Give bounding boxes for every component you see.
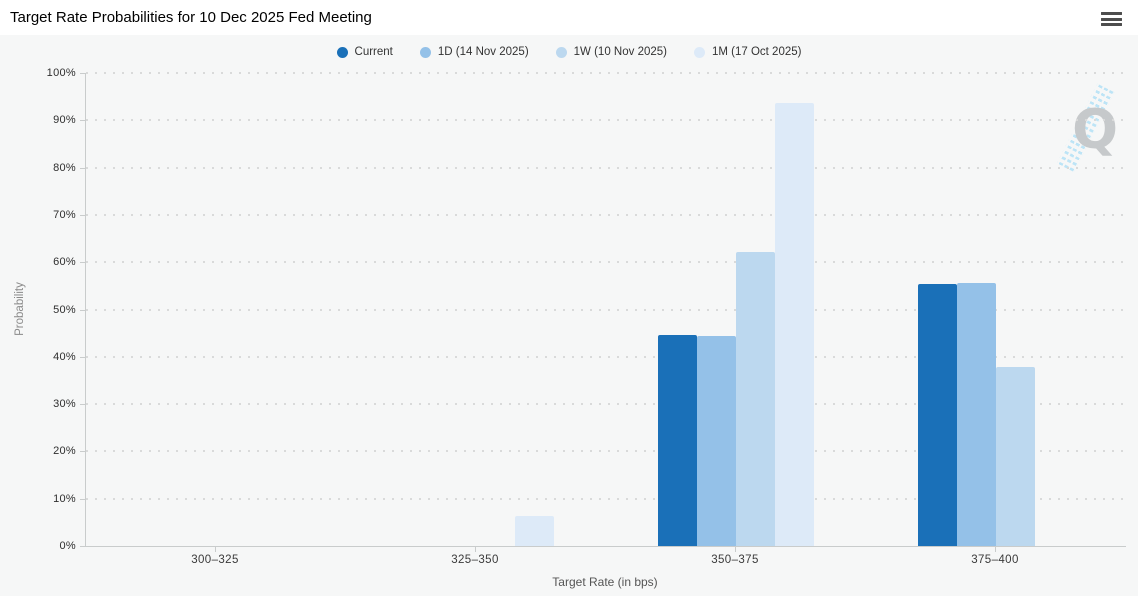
hamburger-menu-icon[interactable] (1101, 12, 1122, 27)
x-tick-label: 300–325 (191, 554, 239, 566)
legend-label: 1W (10 Nov 2025) (573, 46, 667, 58)
y-tick-mark (80, 404, 85, 406)
y-tick-mark (80, 262, 85, 264)
x-tick-label: 350–375 (711, 554, 759, 566)
legend-marker-icon (419, 46, 431, 58)
y-tick-mark (80, 214, 85, 216)
y-tick-label: 10% (53, 492, 76, 505)
y-tick-mark (80, 356, 85, 358)
y-tick-label: 50% (53, 303, 76, 316)
bar-current-350-375[interactable] (658, 334, 697, 546)
gridline (86, 261, 1129, 264)
y-tick-mark (80, 120, 85, 122)
x-axis-title: Target Rate (in bps) (552, 575, 658, 589)
y-tick-label: 60% (53, 256, 76, 269)
legend-marker-icon (693, 46, 705, 58)
y-tick-mark (80, 167, 85, 169)
gridline (86, 308, 1129, 311)
y-tick-label: 70% (53, 208, 76, 221)
bar-1d-14-nov-2025-375-400[interactable] (957, 282, 996, 546)
chart-panel: Current 1D (14 Nov 2025) 1W (10 Nov 2025) 1… (0, 35, 1138, 596)
gridline (86, 450, 1129, 453)
gridline (86, 72, 1129, 74)
legend-label: 1M (17 Oct 2025) (711, 46, 802, 58)
watermark-q-letter: Q (1072, 98, 1118, 161)
y-tick-label: 100% (46, 67, 76, 79)
y-tick-mark (80, 451, 85, 453)
watermark-swoosh-icon (1056, 83, 1115, 173)
gridline (86, 119, 1129, 122)
gridline (86, 166, 1129, 169)
hamburger-bar (1101, 12, 1122, 15)
gridline (86, 497, 1129, 500)
plot-area: Q (85, 72, 1129, 547)
x-tick-mark (475, 547, 476, 552)
y-tick-label: 30% (53, 398, 76, 411)
legend-item-1m-17-oct-2025[interactable]: 1M (17 Oct 2025) (693, 46, 802, 58)
hamburger-bar (1101, 17, 1122, 21)
gridline (86, 213, 1129, 216)
bar-1d-14-nov-2025-350-375[interactable] (697, 336, 736, 546)
y-tick-label: 90% (53, 114, 76, 127)
y-tick-label: 40% (53, 350, 76, 363)
legend-marker-icon (336, 46, 348, 58)
y-tick-label: 80% (53, 161, 76, 174)
y-tick-mark (80, 546, 85, 547)
chart-legend: Current 1D (14 Nov 2025) 1W (10 Nov 2025) 1… (0, 46, 1138, 58)
legend-marker-icon (555, 46, 567, 58)
x-tick-label: 375–400 (971, 554, 1019, 566)
legend-label: Current (354, 46, 393, 58)
y-tick-mark (80, 73, 85, 74)
y-tick-mark (80, 309, 85, 311)
gridline (86, 355, 1129, 358)
legend-item-1w-10-nov-2025[interactable]: 1W (10 Nov 2025) (555, 46, 667, 58)
y-tick-label: 0% (59, 540, 76, 552)
x-tick-label: 325–350 (451, 554, 499, 566)
x-tick-mark (995, 547, 996, 552)
chart-title: Target Rate Probabilities for 10 Dec 202… (10, 9, 372, 26)
y-tick-label: 20% (53, 445, 76, 458)
x-tick-mark (215, 547, 216, 552)
legend-label: 1D (14 Nov 2025) (437, 46, 529, 58)
watermark-logo: Q (1050, 83, 1120, 177)
bar-1m-17-oct-2025-350-375[interactable] (775, 102, 814, 546)
bar-1w-10-nov-2025-375-400[interactable] (996, 367, 1035, 546)
hamburger-bar (1101, 23, 1122, 27)
y-tick-mark (80, 498, 85, 500)
bar-current-375-400[interactable] (918, 284, 957, 546)
bar-1m-17-oct-2025-325-350[interactable] (515, 516, 554, 546)
legend-item-1d-14-nov-2025[interactable]: 1D (14 Nov 2025) (419, 46, 529, 58)
bar-1w-10-nov-2025-350-375[interactable] (736, 251, 775, 546)
legend-item-current[interactable]: Current (336, 46, 393, 58)
x-tick-mark (735, 547, 736, 552)
gridline (86, 403, 1129, 406)
chart-header: Target Rate Probabilities for 10 Dec 202… (0, 0, 1138, 35)
